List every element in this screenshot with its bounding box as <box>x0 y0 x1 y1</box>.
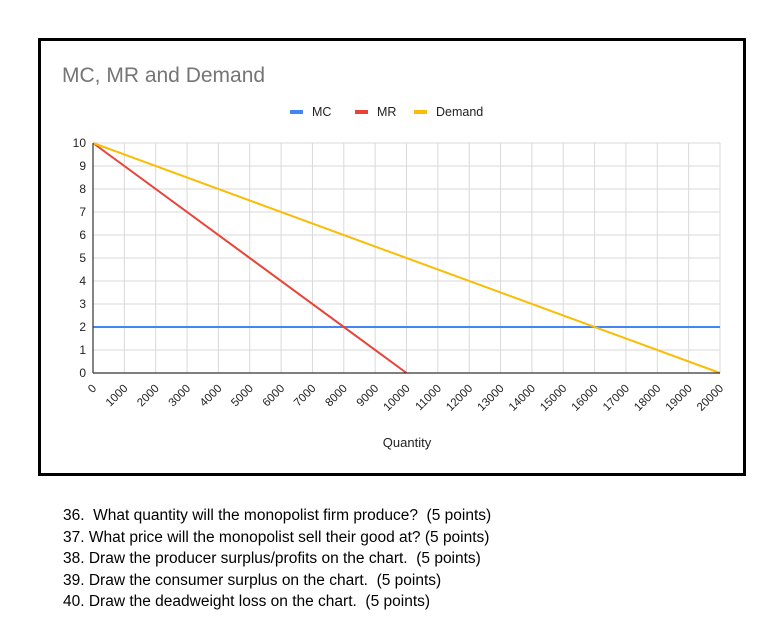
legend: MC MR Demand <box>290 105 483 119</box>
y-tick-label: 9 <box>79 159 86 173</box>
question-item: 40. Draw the deadweight loss on the char… <box>63 593 431 611</box>
x-tick-label: 18000 <box>632 383 663 414</box>
legend-label: MC <box>312 105 331 119</box>
legend-swatch-mr <box>355 110 368 114</box>
y-tick-label: 5 <box>79 251 86 265</box>
question-item: 39. Draw the consumer surplus on the cha… <box>63 571 442 589</box>
question-item: 38. Draw the producer surplus/profits on… <box>63 550 481 568</box>
y-tick-label: 1 <box>79 343 86 357</box>
chart-frame <box>38 38 746 476</box>
x-tick-label: 1000 <box>104 383 131 410</box>
x-tick-label: 0 <box>86 383 99 396</box>
x-axis-label: Quantity <box>383 435 432 450</box>
x-tick-label: 16000 <box>570 383 601 414</box>
y-tick-label: 4 <box>79 274 86 288</box>
x-tick-label: 3000 <box>167 383 194 410</box>
y-tick-label: 8 <box>79 182 86 196</box>
x-tick-label: 9000 <box>355 383 382 410</box>
x-tick-label: 12000 <box>444 383 475 414</box>
y-tick-label: 7 <box>79 205 86 219</box>
y-tick-label: 2 <box>79 320 86 334</box>
series-line-mr <box>92 142 408 374</box>
x-tick-label: 19000 <box>664 383 695 414</box>
series-line-demand <box>92 142 721 374</box>
series-lines <box>92 142 721 374</box>
y-tick-label: 0 <box>79 366 86 380</box>
legend-label: Demand <box>436 105 483 119</box>
y-tick-label: 6 <box>79 228 86 242</box>
question-list: 36. What quantity will the monopolist fi… <box>63 505 491 613</box>
x-tick-label: 13000 <box>476 383 507 414</box>
legend-label: MR <box>377 105 396 119</box>
x-tick-label: 15000 <box>538 383 569 414</box>
y-tick-label: 3 <box>79 297 86 311</box>
x-tick-label: 5000 <box>229 383 256 410</box>
x-tick-label: 10000 <box>382 383 413 414</box>
x-tick-label: 7000 <box>292 383 319 410</box>
legend-swatch-mc <box>290 110 303 114</box>
x-tick-label: 6000 <box>261 383 288 410</box>
question-item: 36. What quantity will the monopolist fi… <box>63 507 492 524</box>
x-tick-label: 20000 <box>695 383 726 414</box>
x-tick-label: 2000 <box>135 383 162 410</box>
x-tick-label: 17000 <box>601 383 632 414</box>
legend-swatch-demand <box>414 110 427 114</box>
question-item: 37. What price will the monopolist sell … <box>63 528 490 546</box>
x-tick-label: 11000 <box>413 383 444 414</box>
axes: 0 1000 2000 3000 4000 5000 6000 7000 8000 9000 100… <box>73 136 726 414</box>
x-tick-label: 4000 <box>198 383 225 410</box>
x-tick-label: 8000 <box>323 383 350 410</box>
x-tick-label: 14000 <box>507 383 538 414</box>
y-tick-label: 10 <box>73 136 87 150</box>
chart-title: MC, MR and Demand <box>62 64 265 87</box>
